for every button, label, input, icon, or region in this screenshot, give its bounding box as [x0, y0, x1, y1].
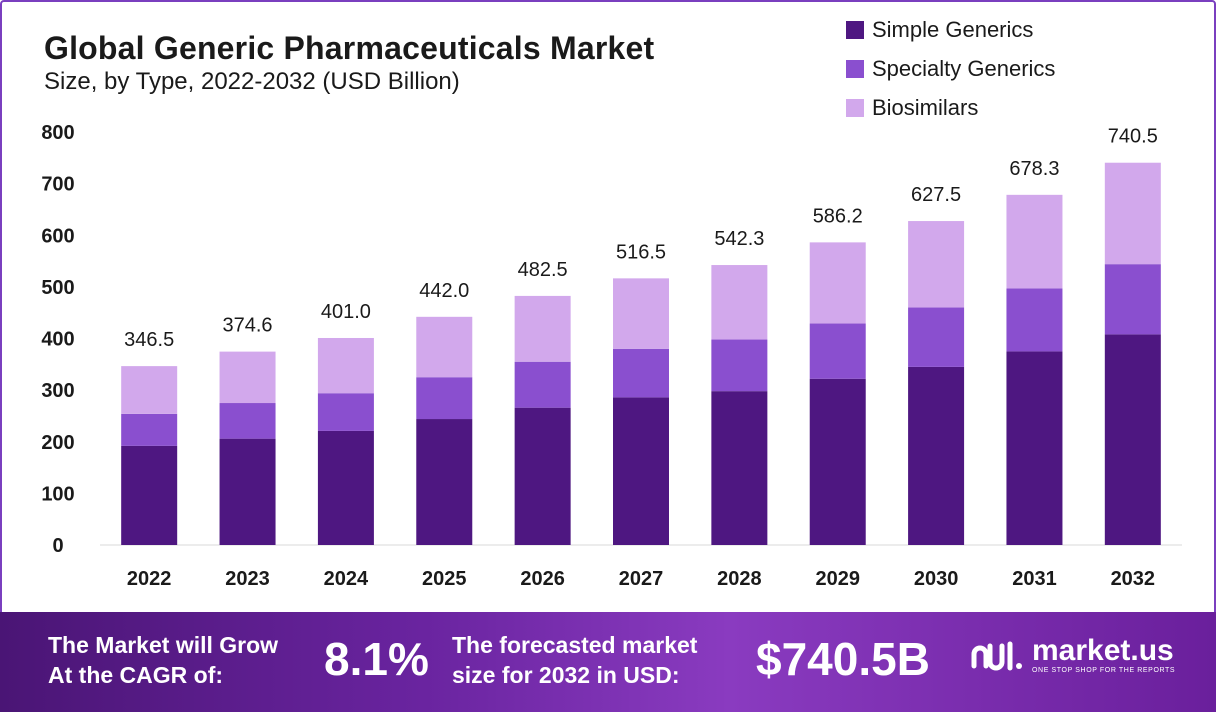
forecast-label-line1: The forecasted market [452, 632, 698, 658]
market-us-logo-icon [971, 641, 1022, 671]
summary-banner: The Market will Grow At the CAGR of: 8.1… [0, 612, 1216, 712]
chart-legend: Simple Generics Specialty Generics Biosi… [846, 10, 1055, 127]
bar-2030-biosimilars [908, 221, 965, 308]
total-label-2024: 401.0 [321, 301, 371, 323]
legend-label-biosimilars: Biosimilars [872, 94, 979, 120]
legend-swatch-biosimilars [846, 98, 864, 117]
legend-item-specialty-generics: Specialty Generics [846, 49, 1055, 88]
bar-2027-specialty-generics [613, 348, 669, 398]
bar-2022-simple-generics [121, 445, 178, 545]
bar-2023-specialty-generics [219, 403, 276, 439]
x-tick-label-2031: 2031 [1012, 568, 1057, 590]
logo-tagline: ONE STOP SHOP FOR THE REPORTS [1032, 667, 1176, 674]
x-tick-label-2026: 2026 [520, 568, 565, 590]
bar-2025-biosimilars [416, 316, 473, 378]
bar-2032-simple-generics [1104, 334, 1161, 545]
total-label-2025: 442.0 [419, 280, 469, 302]
bar-2027-biosimilars [613, 278, 669, 349]
bar-2026-simple-generics [514, 407, 571, 545]
legend-label-specialty-generics: Specialty Generics [872, 55, 1056, 81]
x-tick-label-2027: 2027 [619, 568, 664, 590]
bar-2030-simple-generics [908, 366, 965, 545]
bar-2023-biosimilars [219, 351, 276, 404]
bar-2027-simple-generics [613, 397, 669, 545]
total-label-2023: 374.6 [223, 315, 273, 337]
bar-2030-specialty-generics [908, 307, 965, 367]
legend-item-biosimilars: Biosimilars [846, 88, 1055, 127]
legend-item-simple-generics: Simple Generics [846, 10, 1055, 49]
y-tick-label-500: 500 [41, 277, 74, 299]
total-label-2032: 740.5 [1108, 126, 1158, 148]
cagr-label-line2: At the CAGR of: [48, 662, 224, 688]
market-us-logo: market.us ONE STOP SHOP FOR THE REPORTS [968, 636, 1175, 676]
bar-2032-biosimilars [1104, 162, 1161, 265]
y-tick-label-200: 200 [41, 432, 74, 454]
y-tick-label-300: 300 [41, 380, 74, 402]
bar-2025-simple-generics [416, 419, 473, 545]
cagr-value: 8.1% [324, 633, 429, 685]
legend-swatch-simple-generics [846, 20, 864, 39]
y-tick-label-800: 800 [41, 122, 74, 144]
x-tick-label-2025: 2025 [422, 568, 467, 590]
bar-2023-simple-generics [219, 438, 276, 545]
logo-name: market.us [1032, 634, 1174, 667]
stacked-bar-chart: 0 100 200 300 400 500 600 700 800 346.5 2022 374.6 2… [41, 122, 1182, 590]
bar-2024-biosimilars [317, 337, 374, 394]
x-tick-label-2022: 2022 [127, 568, 172, 590]
bar-2028-simple-generics [711, 391, 768, 545]
x-tick-label-2028: 2028 [717, 568, 762, 590]
bar-2029-simple-generics [809, 378, 866, 545]
total-label-2028: 542.3 [714, 228, 764, 250]
total-label-2029: 586.2 [813, 205, 863, 227]
bar-2022-specialty-generics [121, 413, 178, 446]
x-tick-label-2032: 2032 [1111, 568, 1156, 590]
bar-2028-specialty-generics [711, 339, 768, 392]
x-tick-label-2023: 2023 [225, 568, 270, 590]
bar-2024-specialty-generics [317, 393, 374, 431]
bar-2029-specialty-generics [809, 323, 866, 379]
forecast-label-line2: size for 2032 in USD: [452, 662, 680, 688]
x-tick-label-2029: 2029 [815, 568, 860, 590]
total-label-2022: 346.5 [124, 329, 174, 351]
bar-2022-biosimilars [121, 366, 178, 414]
total-label-2027: 516.5 [616, 241, 666, 263]
bar-2025-specialty-generics [416, 377, 473, 420]
bar-2031-specialty-generics [1006, 288, 1063, 352]
x-tick-label-2024: 2024 [324, 568, 369, 590]
bar-2028-biosimilars [711, 265, 768, 340]
bar-2024-simple-generics [317, 430, 374, 545]
bar-2032-specialty-generics [1104, 264, 1161, 335]
y-tick-label-700: 700 [41, 174, 74, 196]
chart-subtitle: Size, by Type, 2022-2032 (USD Billion) [44, 68, 460, 95]
bar-2031-biosimilars [1006, 194, 1063, 289]
bar-2026-biosimilars [514, 295, 571, 362]
bar-2026-specialty-generics [514, 361, 571, 408]
y-tick-label-100: 100 [41, 483, 74, 505]
cagr-label-line1: The Market will Grow [48, 632, 279, 658]
total-label-2031: 678.3 [1009, 158, 1059, 180]
y-tick-label-600: 600 [41, 225, 74, 247]
y-tick-label-400: 400 [41, 329, 74, 351]
legend-label-simple-generics: Simple Generics [872, 16, 1034, 42]
bar-2029-biosimilars [809, 242, 866, 324]
legend-swatch-specialty-generics [846, 59, 864, 78]
y-tick-label-0: 0 [52, 535, 63, 557]
cagr-label: The Market will Grow At the CAGR of: [48, 630, 278, 690]
bar-2031-simple-generics [1006, 351, 1063, 545]
x-tick-label-2030: 2030 [914, 568, 959, 590]
forecast-label: The forecasted market size for 2032 in U… [452, 630, 697, 690]
forecast-value: $740.5B [756, 633, 930, 685]
chart-title: Global Generic Pharmaceuticals Market [44, 30, 655, 66]
total-label-2030: 627.5 [911, 184, 961, 206]
total-label-2026: 482.5 [518, 259, 568, 281]
